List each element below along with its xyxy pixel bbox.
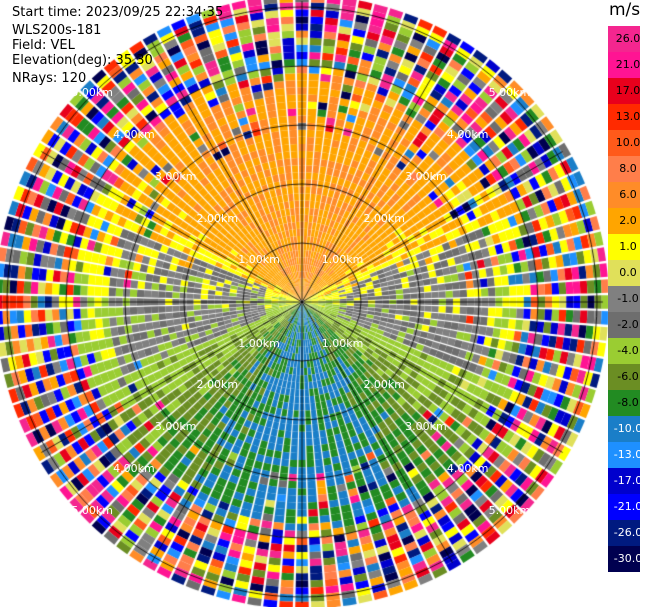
ring-label: 4.00km [446,128,489,142]
nrays-label: NRays: 120 [12,71,87,86]
ring-label: 4.00km [113,128,155,142]
ring-label: 5.00km [71,86,113,100]
ring-label: 3.00km [154,420,197,434]
colorbar-swatch [608,494,640,520]
ring-label: 1.00km [321,336,364,350]
colorbar-swatch [608,442,640,468]
colorbar-tick-label: -6.0 [617,370,639,383]
colorbar-swatch [608,468,640,494]
ring-label: 3.00km [154,169,197,183]
colorbar-swatch [608,338,640,364]
colorbar-swatch [608,234,640,260]
colorbar-tick-label: -13.0 [613,448,643,461]
colorbar-swatch [608,156,640,182]
colorbar-tick-label: 26.0 [615,32,641,45]
colorbar-tick-label: 21.0 [615,58,641,71]
ring-label: 5.00km [488,86,531,100]
ring-label: 4.00km [113,461,155,475]
colorbar-swatch [608,286,640,312]
colorbar-tick-label: 17.0 [615,84,641,97]
colorbar-swatch [608,520,640,546]
colorbar-tick-label: -26.0 [613,526,643,539]
colorbar-swatch [608,364,640,390]
instrument-label: WLS200s-181 [12,23,102,38]
colorbar-swatch [608,208,640,234]
colorbar-swatch [608,182,640,208]
colorbar-swatch [608,78,640,104]
ring-label: 3.00km [405,169,447,183]
colorbar-tick-label: 1.0 [619,240,637,253]
ring-label: 2.00km [196,378,239,392]
ring-label: 4.00km [446,461,489,475]
ring-label: 2.00km [196,211,239,225]
colorbar-swatch [608,260,640,286]
colorbar-tick-label: -8.0 [617,396,639,409]
colorbar-tick-label: 10.0 [615,136,641,149]
ring-label: 3.00km [405,420,447,434]
colorbar-tick-label: -30.0 [613,552,643,565]
ring-label: 1.00km [238,336,280,350]
ring-label: 1.00km [238,253,280,267]
ring-label: 5.00km [488,503,531,517]
colorbar-tick-label: -2.0 [617,318,639,331]
colorbar-tick-label: -1.0 [617,292,639,305]
colorbar-title: m/s [609,0,641,20]
colorbar-tick-label: -10.0 [613,422,643,435]
colorbar-tick-label: -21.0 [613,500,643,513]
colorbar-swatch [608,416,640,442]
ring-label: 5.00km [71,503,113,517]
colorbar-swatch [608,390,640,416]
colorbar-tick-label: -4.0 [617,344,639,357]
field-label: Field: VEL [12,38,75,53]
colorbar-tick-label: 2.0 [619,214,637,227]
colorbar-swatch [608,26,640,52]
colorbar-tick-label: 8.0 [619,162,637,175]
ring-label: 1.00km [321,253,364,267]
colorbar-swatch [608,104,640,130]
start-time-label: Start time: 2023/09/25 22:34:35 [12,5,224,20]
colorbar-tick-label: 6.0 [619,188,637,201]
colorbar-swatch [608,546,640,572]
colorbar-swatch [608,130,640,156]
elevation-label: Elevation(deg): 35.30 [12,53,153,68]
colorbar-tick-label: 0.0 [619,266,637,279]
colorbar-swatch [608,52,640,78]
ring-label: 2.00km [363,378,406,392]
colorbar-tick-label: -17.0 [613,474,643,487]
colorbar-swatch [608,312,640,338]
colorbar-tick-label: 13.0 [615,110,641,123]
ring-label: 2.00km [363,211,406,225]
